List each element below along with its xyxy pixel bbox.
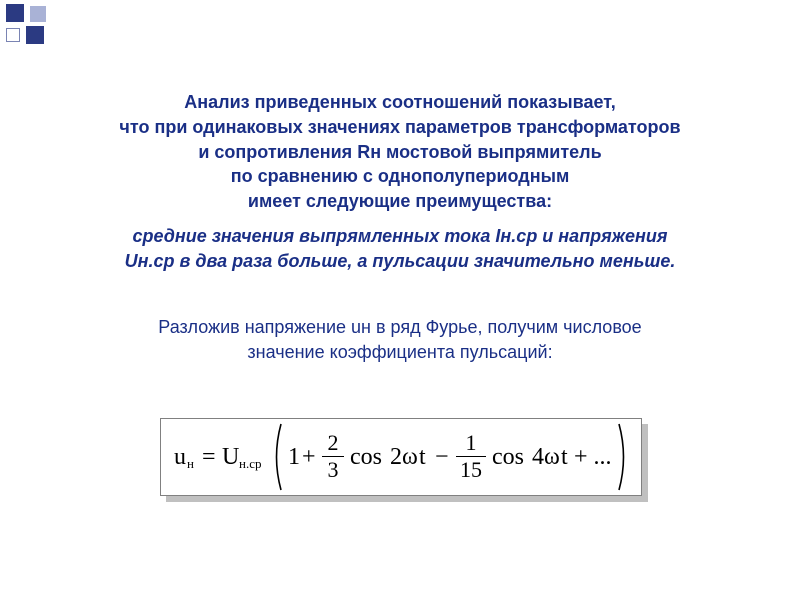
eq-frac2-num: 1 <box>456 432 486 454</box>
eq-cos2: cos <box>492 444 524 471</box>
eq-omega2: ω <box>544 444 560 471</box>
eq-frac1: 2 3 <box>322 432 344 481</box>
text: средние значения выпрямленных тока Iн.ср… <box>125 226 676 271</box>
eq-frac1-num: 2 <box>322 432 344 454</box>
eq-U: U <box>222 444 239 471</box>
eq-minus: − <box>435 444 449 471</box>
eq-one: 1 <box>288 444 300 471</box>
formula-container: u н = U н.ср 1 + 2 3 cos 2 ω <box>160 418 642 496</box>
eq-arg1-coef: 2 <box>390 444 402 471</box>
eq-t1: t <box>419 444 426 471</box>
equation: u н = U н.ср 1 + 2 3 cos 2 ω <box>160 418 642 496</box>
eq-frac1-den: 3 <box>322 459 344 481</box>
eq-cos1: cos <box>350 444 382 471</box>
decor-square <box>30 6 46 22</box>
eq-dots: + ... <box>574 444 612 471</box>
eq-frac2-den: 15 <box>456 459 486 481</box>
text: Разложив напряжение uн в ряд Фурье, полу… <box>158 317 641 362</box>
paragraph-intro: Анализ приведенных соотношений показывае… <box>0 90 800 214</box>
eq-omega1: ω <box>402 444 418 471</box>
eq-t2: t <box>561 444 568 471</box>
decor-square <box>6 4 24 22</box>
left-paren-icon <box>270 422 284 492</box>
decor-square <box>26 26 44 44</box>
text: Анализ приведенных соотношений показывае… <box>119 92 680 211</box>
eq-arg2-coef: 4 <box>532 444 544 471</box>
eq-U-sub: н.ср <box>239 456 261 472</box>
eq-plus1: + <box>302 444 316 471</box>
paragraph-fourier: Разложив напряжение uн в ряд Фурье, полу… <box>0 315 800 365</box>
slide: Анализ приведенных соотношений показывае… <box>0 0 800 600</box>
right-paren-icon <box>616 422 630 492</box>
eq-frac2: 1 15 <box>456 432 486 481</box>
eq-u-sub: н <box>187 456 194 472</box>
paragraph-advantages: средние значения выпрямленных тока Iн.ср… <box>0 224 800 274</box>
eq-equals: = <box>202 444 216 471</box>
decor-square <box>6 28 20 42</box>
eq-u: u <box>174 444 186 471</box>
